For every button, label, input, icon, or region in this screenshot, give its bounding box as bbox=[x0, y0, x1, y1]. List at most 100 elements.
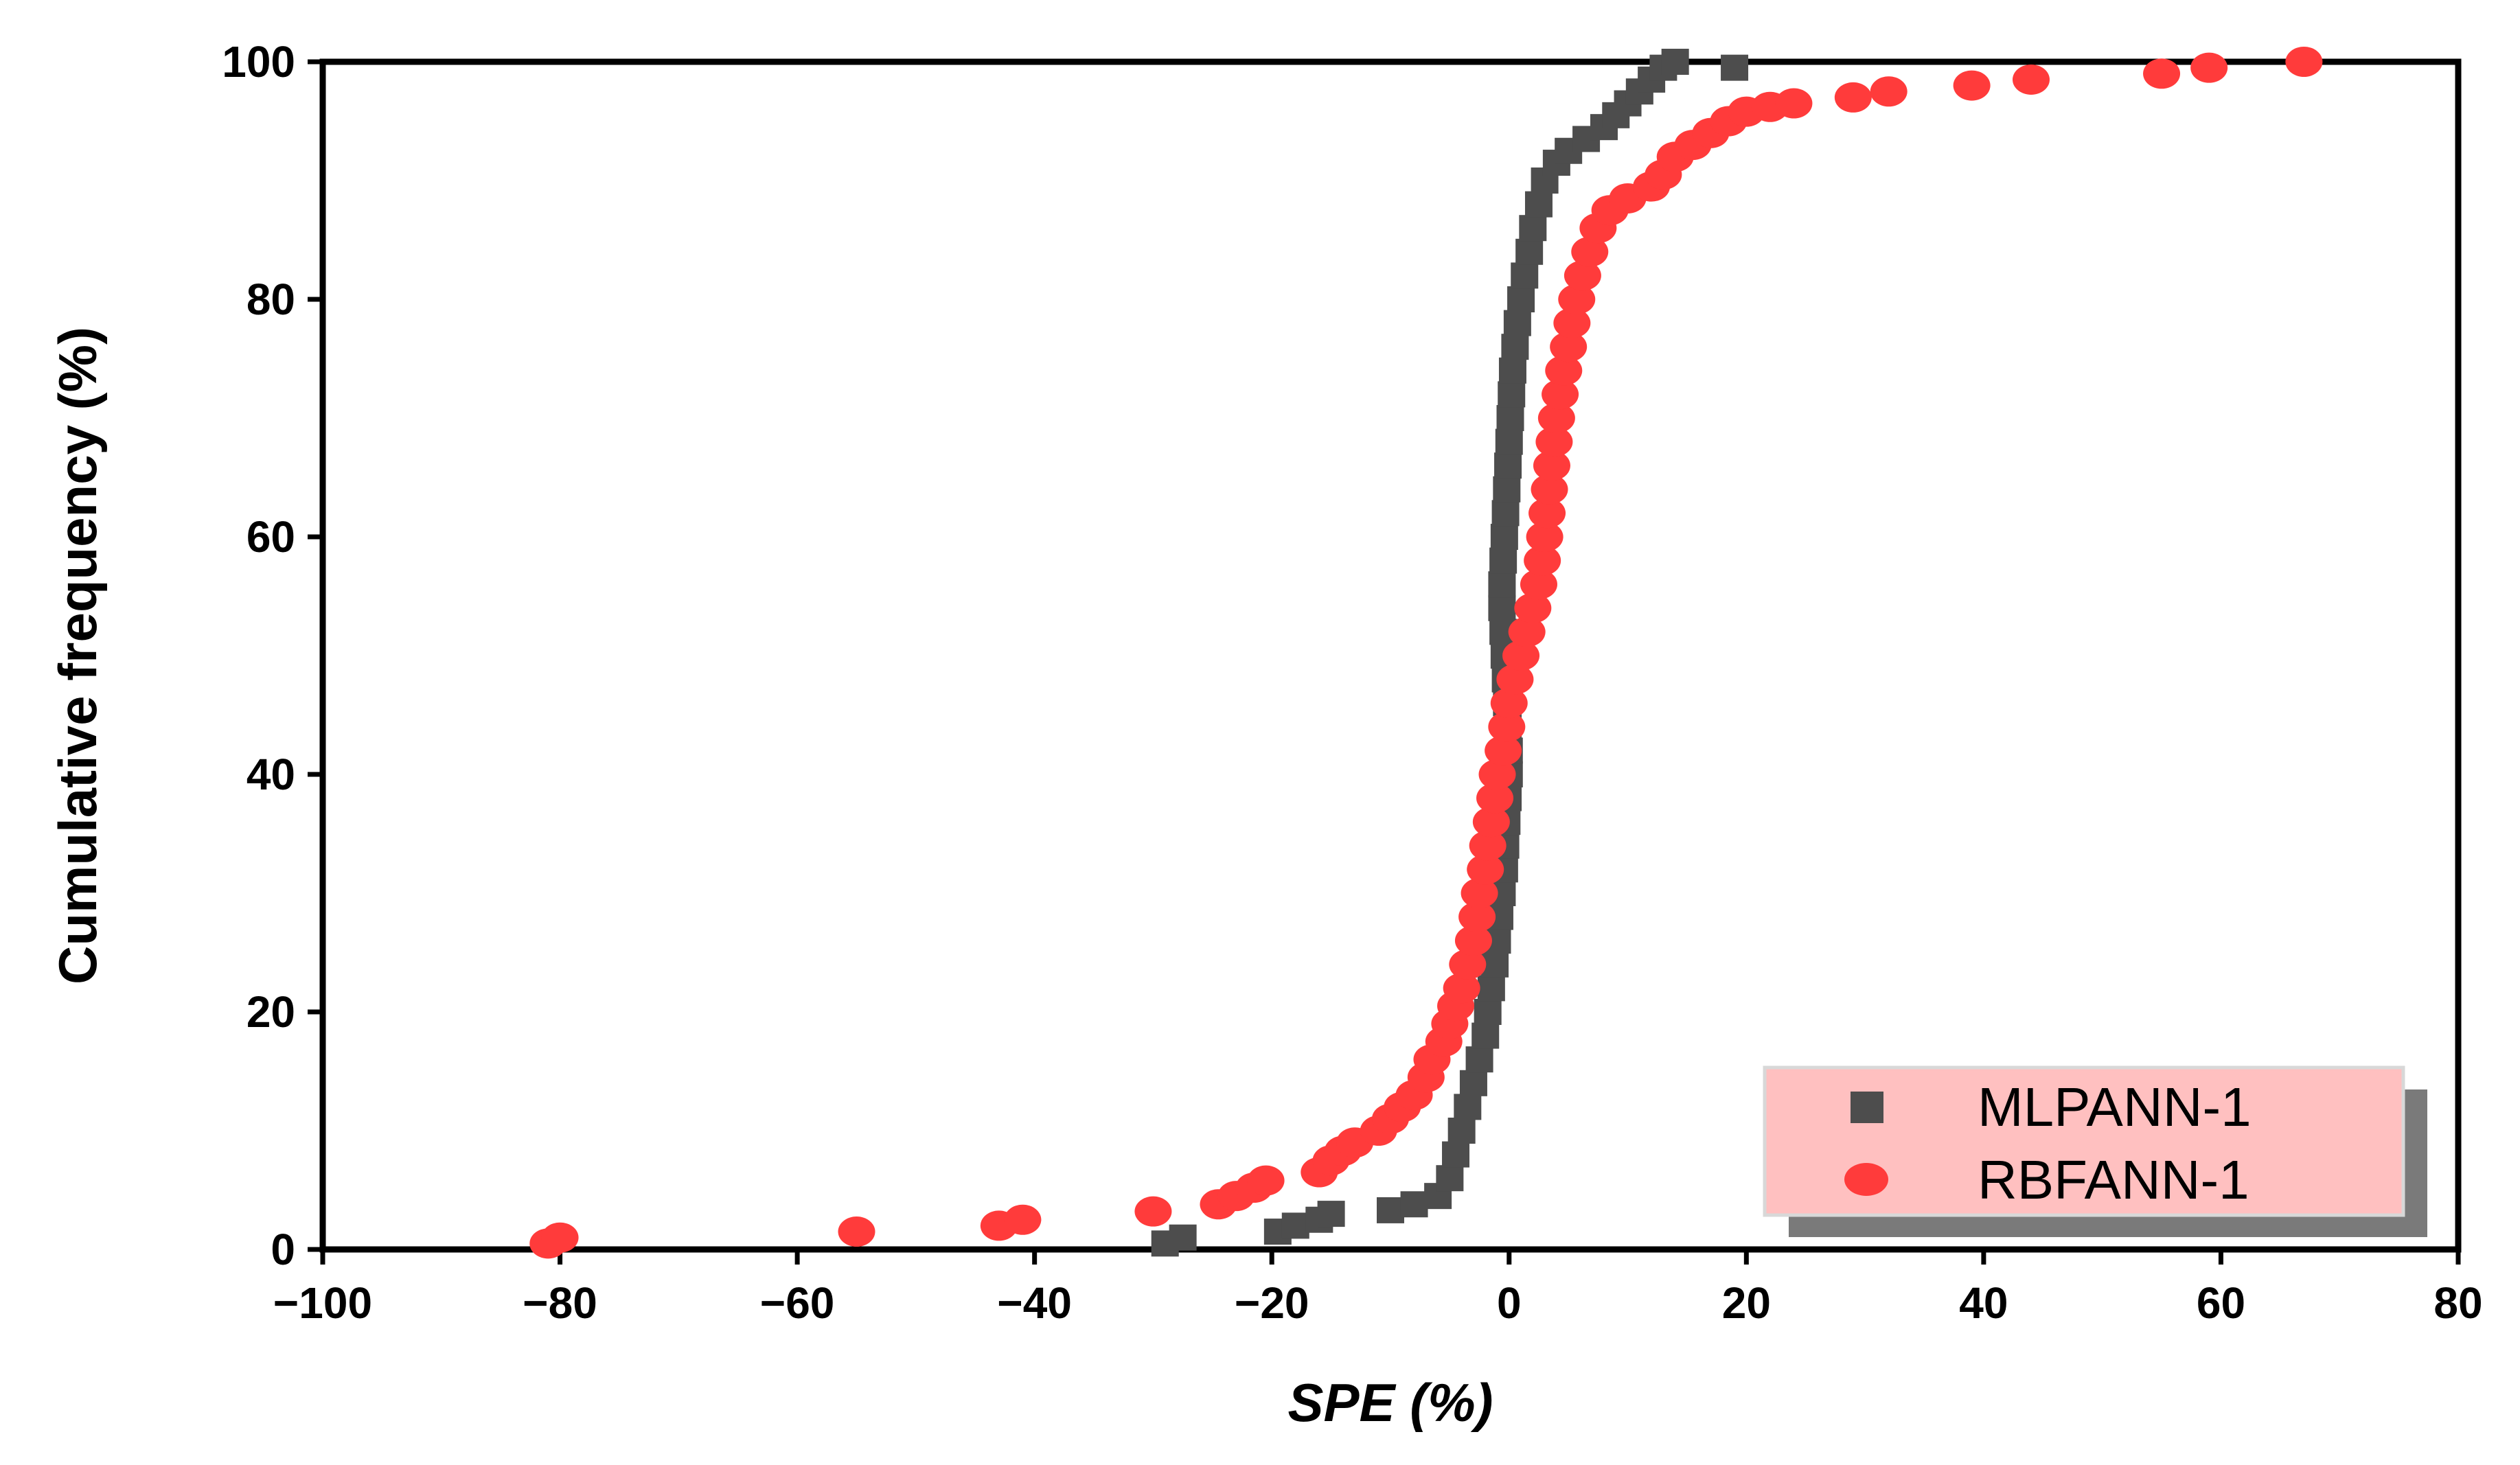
series-layer bbox=[529, 47, 2323, 1259]
data-point-mlpann-1 bbox=[1494, 452, 1522, 479]
data-point-rbfann-1 bbox=[1533, 450, 1570, 481]
data-point-mlpann-1 bbox=[1471, 1022, 1500, 1049]
data-point-mlpann-1 bbox=[1515, 238, 1544, 265]
data-point-mlpann-1 bbox=[1498, 357, 1526, 384]
data-point-mlpann-1 bbox=[1488, 571, 1516, 598]
data-point-mlpann-1 bbox=[1447, 1118, 1476, 1144]
x-tick-label: 60 bbox=[2197, 1278, 2245, 1328]
data-point-rbfann-1 bbox=[1535, 426, 1573, 457]
data-point-mlpann-1 bbox=[1459, 1070, 1487, 1096]
data-point-rbfann-1 bbox=[1508, 616, 1546, 647]
data-point-mlpann-1 bbox=[1661, 49, 1689, 75]
data-point-rbfann-1 bbox=[1134, 1196, 1172, 1227]
x-tick-label: 80 bbox=[2433, 1278, 2482, 1328]
data-point-rbfann-1 bbox=[1545, 355, 1583, 386]
x-tick-label: 0 bbox=[1497, 1278, 1522, 1328]
y-tick-label: 40 bbox=[247, 750, 295, 799]
axis-ticks: −100 −80 −60 −40 −20 0 20 40 60 80 0 20 40 60 80 100 bbox=[222, 37, 2482, 1328]
data-point-mlpann-1 bbox=[1377, 1197, 1404, 1223]
data-point-rbfann-1 bbox=[2013, 64, 2050, 95]
data-point-rbfann-1 bbox=[2143, 58, 2181, 89]
data-point-mlpann-1 bbox=[1524, 191, 1553, 218]
plot-frame bbox=[319, 58, 2462, 1253]
y-tick-label: 0 bbox=[271, 1225, 295, 1274]
data-point-rbfann-1 bbox=[1526, 522, 1563, 552]
y-tick-label: 60 bbox=[247, 512, 295, 562]
data-point-rbfann-1 bbox=[541, 1222, 579, 1253]
data-point-mlpann-1 bbox=[1519, 215, 1547, 242]
data-point-rbfann-1 bbox=[1524, 545, 1561, 576]
data-point-mlpann-1 bbox=[1436, 1165, 1464, 1192]
data-point-rbfann-1 bbox=[1558, 284, 1596, 314]
data-point-mlpann-1 bbox=[1454, 1094, 1482, 1120]
data-point-mlpann-1 bbox=[1465, 1046, 1493, 1073]
data-point-mlpann-1 bbox=[1493, 476, 1521, 503]
data-point-mlpann-1 bbox=[1721, 54, 1749, 81]
data-point-rbfann-1 bbox=[1514, 592, 1552, 623]
data-point-rbfann-1 bbox=[1454, 925, 1492, 956]
data-point-mlpann-1 bbox=[1490, 524, 1518, 550]
data-point-mlpann-1 bbox=[1317, 1201, 1345, 1227]
x-tick-label: −60 bbox=[760, 1278, 835, 1328]
data-point-rbfann-1 bbox=[1488, 711, 1526, 742]
data-point-rbfann-1 bbox=[1537, 403, 1575, 433]
data-point-rbfann-1 bbox=[1469, 830, 1507, 861]
data-point-rbfann-1 bbox=[1496, 664, 1534, 695]
x-tick-label: −80 bbox=[523, 1278, 597, 1328]
data-point-rbfann-1 bbox=[1472, 807, 1510, 838]
data-point-rbfann-1 bbox=[1490, 688, 1528, 719]
data-point-mlpann-1 bbox=[1400, 1191, 1428, 1218]
data-point-rbfann-1 bbox=[1528, 498, 1566, 529]
data-point-mlpann-1 bbox=[1503, 310, 1531, 336]
data-point-rbfann-1 bbox=[1550, 332, 1588, 362]
x-tick-label: 20 bbox=[1722, 1278, 1771, 1328]
data-point-mlpann-1 bbox=[1281, 1212, 1309, 1239]
x-tick-label: −40 bbox=[997, 1278, 1072, 1328]
data-point-mlpann-1 bbox=[1489, 547, 1517, 574]
data-point-mlpann-1 bbox=[1491, 500, 1520, 527]
data-point-rbfann-1 bbox=[1502, 641, 1540, 671]
data-point-rbfann-1 bbox=[1563, 260, 1601, 291]
y-tick-label: 20 bbox=[247, 987, 295, 1037]
data-point-mlpann-1 bbox=[1495, 428, 1523, 455]
data-point-mlpann-1 bbox=[1501, 334, 1529, 360]
data-point-mlpann-1 bbox=[1507, 286, 1535, 312]
y-tick-label: 100 bbox=[222, 37, 295, 86]
data-point-mlpann-1 bbox=[1474, 999, 1502, 1025]
plot-area bbox=[319, 58, 2462, 1253]
data-point-rbfann-1 bbox=[1953, 70, 1991, 101]
data-point-rbfann-1 bbox=[1531, 474, 1568, 505]
legend-label-rbfann-1: RBFANN-1 bbox=[1978, 1149, 2249, 1210]
series-rbfann-1 bbox=[529, 47, 2323, 1259]
data-point-rbfann-1 bbox=[1247, 1165, 1285, 1196]
x-tick-label: −20 bbox=[1235, 1278, 1309, 1328]
data-point-rbfann-1 bbox=[1449, 949, 1487, 980]
data-point-mlpann-1 bbox=[1488, 595, 1516, 621]
legend-marker-mlpann-1 bbox=[1851, 1092, 1883, 1123]
x-tick-label: −100 bbox=[273, 1278, 372, 1328]
data-point-rbfann-1 bbox=[1520, 569, 1557, 600]
data-point-rbfann-1 bbox=[1542, 379, 1579, 410]
data-point-mlpann-1 bbox=[1477, 975, 1505, 1002]
data-point-rbfann-1 bbox=[1775, 88, 1813, 119]
legend-label-mlpann-1: MLPANN-1 bbox=[1978, 1076, 2252, 1138]
data-point-rbfann-1 bbox=[1004, 1204, 1042, 1235]
data-point-rbfann-1 bbox=[1553, 308, 1591, 338]
data-point-rbfann-1 bbox=[1461, 878, 1498, 908]
data-point-rbfann-1 bbox=[1458, 901, 1496, 932]
data-point-mlpann-1 bbox=[1169, 1224, 1197, 1251]
data-point-rbfann-1 bbox=[1485, 735, 1522, 766]
data-point-rbfann-1 bbox=[1834, 82, 1872, 113]
data-point-rbfann-1 bbox=[1476, 783, 1514, 814]
data-point-rbfann-1 bbox=[2285, 47, 2323, 77]
data-point-rbfann-1 bbox=[2190, 52, 2228, 83]
y-tick-label: 80 bbox=[247, 275, 295, 324]
data-point-mlpann-1 bbox=[1498, 381, 1526, 408]
x-axis-title: SPE (%) bbox=[1287, 1372, 1493, 1433]
data-point-rbfann-1 bbox=[838, 1216, 875, 1247]
data-point-mlpann-1 bbox=[1496, 405, 1524, 431]
data-point-rbfann-1 bbox=[1571, 236, 1609, 267]
